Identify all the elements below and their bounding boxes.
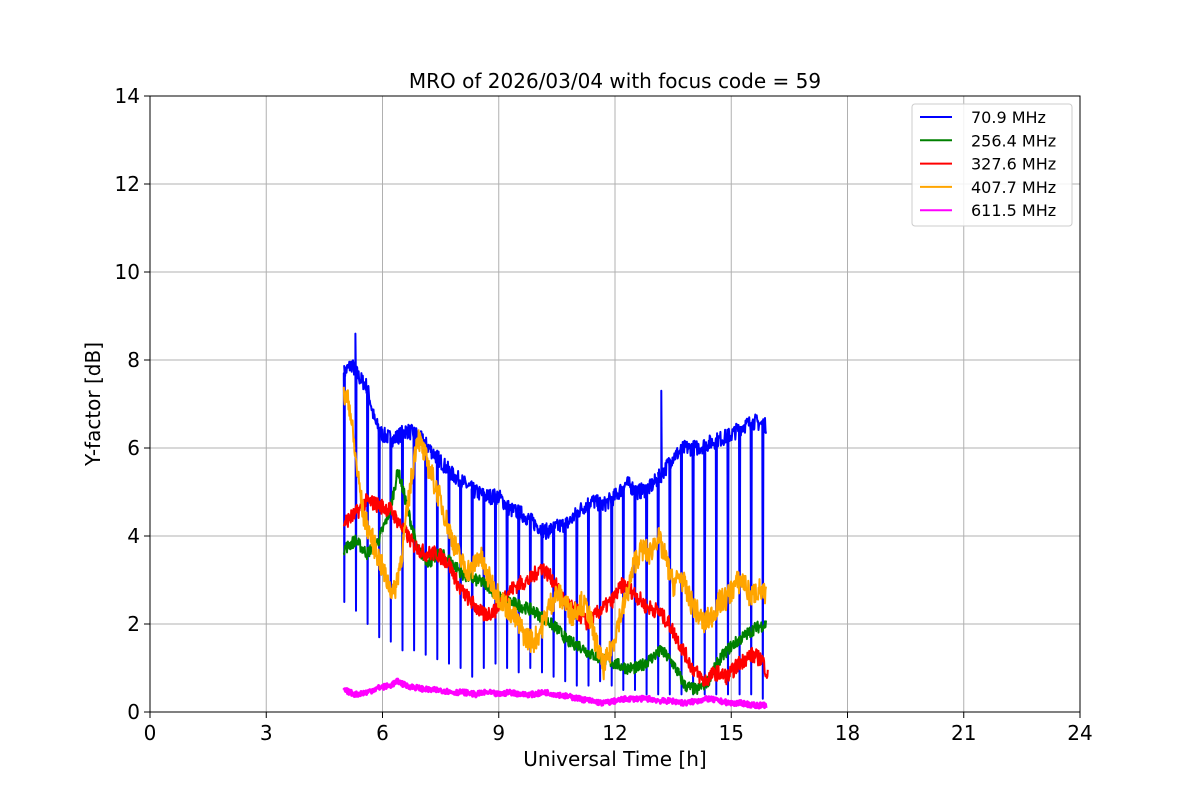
x-axis-label: Universal Time [h] <box>523 747 706 771</box>
series-line-3 <box>342 386 767 681</box>
x-tick-label: 0 <box>144 721 157 745</box>
series-line-4 <box>342 677 768 710</box>
y-tick-label: 10 <box>115 260 140 284</box>
series-line-1 <box>342 469 767 696</box>
series-layer <box>342 332 769 710</box>
series-line-0 <box>342 332 767 700</box>
legend-label-2: 327.6 MHz <box>971 155 1056 174</box>
x-tick-label: 18 <box>835 721 860 745</box>
x-tick-label: 21 <box>951 721 976 745</box>
legend-label-0: 70.9 MHz <box>971 108 1046 127</box>
x-tick-label: 6 <box>376 721 389 745</box>
legend-box <box>911 103 1073 227</box>
legend-label-4: 611.5 MHz <box>971 201 1056 220</box>
x-tick-label: 9 <box>492 721 505 745</box>
x-tick-label: 12 <box>602 721 627 745</box>
y-tick-label: 0 <box>127 700 140 724</box>
y-tick-label: 12 <box>115 172 140 196</box>
y-tick-label: 8 <box>127 348 140 372</box>
legend-label-3: 407.7 MHz <box>971 178 1056 197</box>
y-tick-label: 6 <box>127 436 140 460</box>
x-tick-label: 24 <box>1067 721 1092 745</box>
y-tick-label: 14 <box>115 84 140 108</box>
y-tick-label: 2 <box>127 612 140 636</box>
x-tick-label: 15 <box>719 721 744 745</box>
chart-title: MRO of 2026/03/04 with focus code = 59 <box>409 69 821 93</box>
x-tick-label: 3 <box>260 721 273 745</box>
legend: 70.9 MHz 256.4 MHz 327.6 MHz 407.7 MHz 611.5… <box>911 103 1073 227</box>
y-tick-label: 4 <box>127 524 140 548</box>
y-axis-label: Y-factor [dB] <box>81 342 105 467</box>
legend-label-1: 256.4 MHz <box>971 131 1056 150</box>
